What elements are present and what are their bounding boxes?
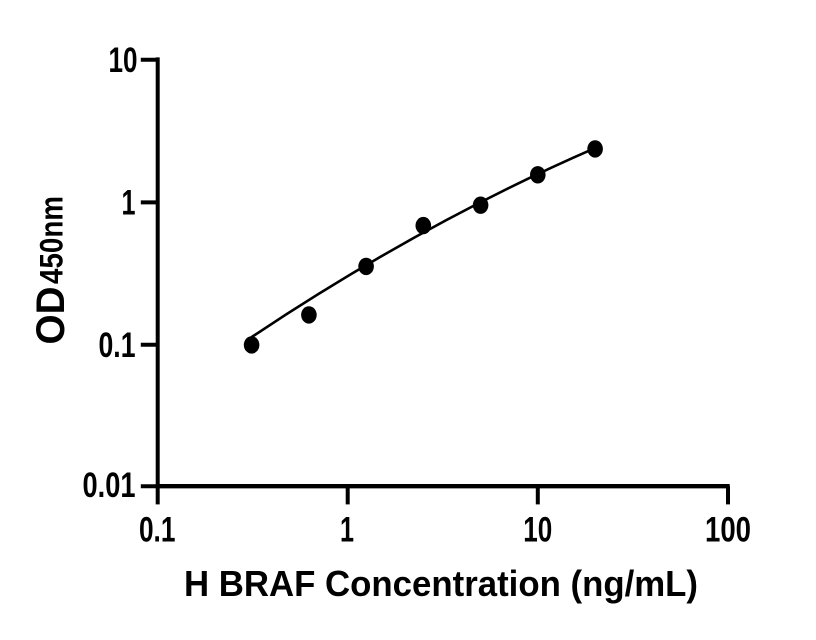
svg-text:0.1: 0.1 <box>99 326 136 365</box>
svg-text:0.01: 0.01 <box>83 466 136 505</box>
svg-text:450nm: 450nm <box>33 196 70 284</box>
svg-text:0.1: 0.1 <box>139 510 176 549</box>
svg-text:1: 1 <box>340 510 354 549</box>
svg-text:10: 10 <box>523 510 552 549</box>
svg-text:OD: OD <box>29 287 73 345</box>
svg-text:100: 100 <box>705 510 751 549</box>
svg-text:1: 1 <box>122 184 136 223</box>
svg-text:H BRAF Concentration (ng/mL): H BRAF Concentration (ng/mL) <box>184 563 698 604</box>
svg-text:10: 10 <box>109 41 138 80</box>
